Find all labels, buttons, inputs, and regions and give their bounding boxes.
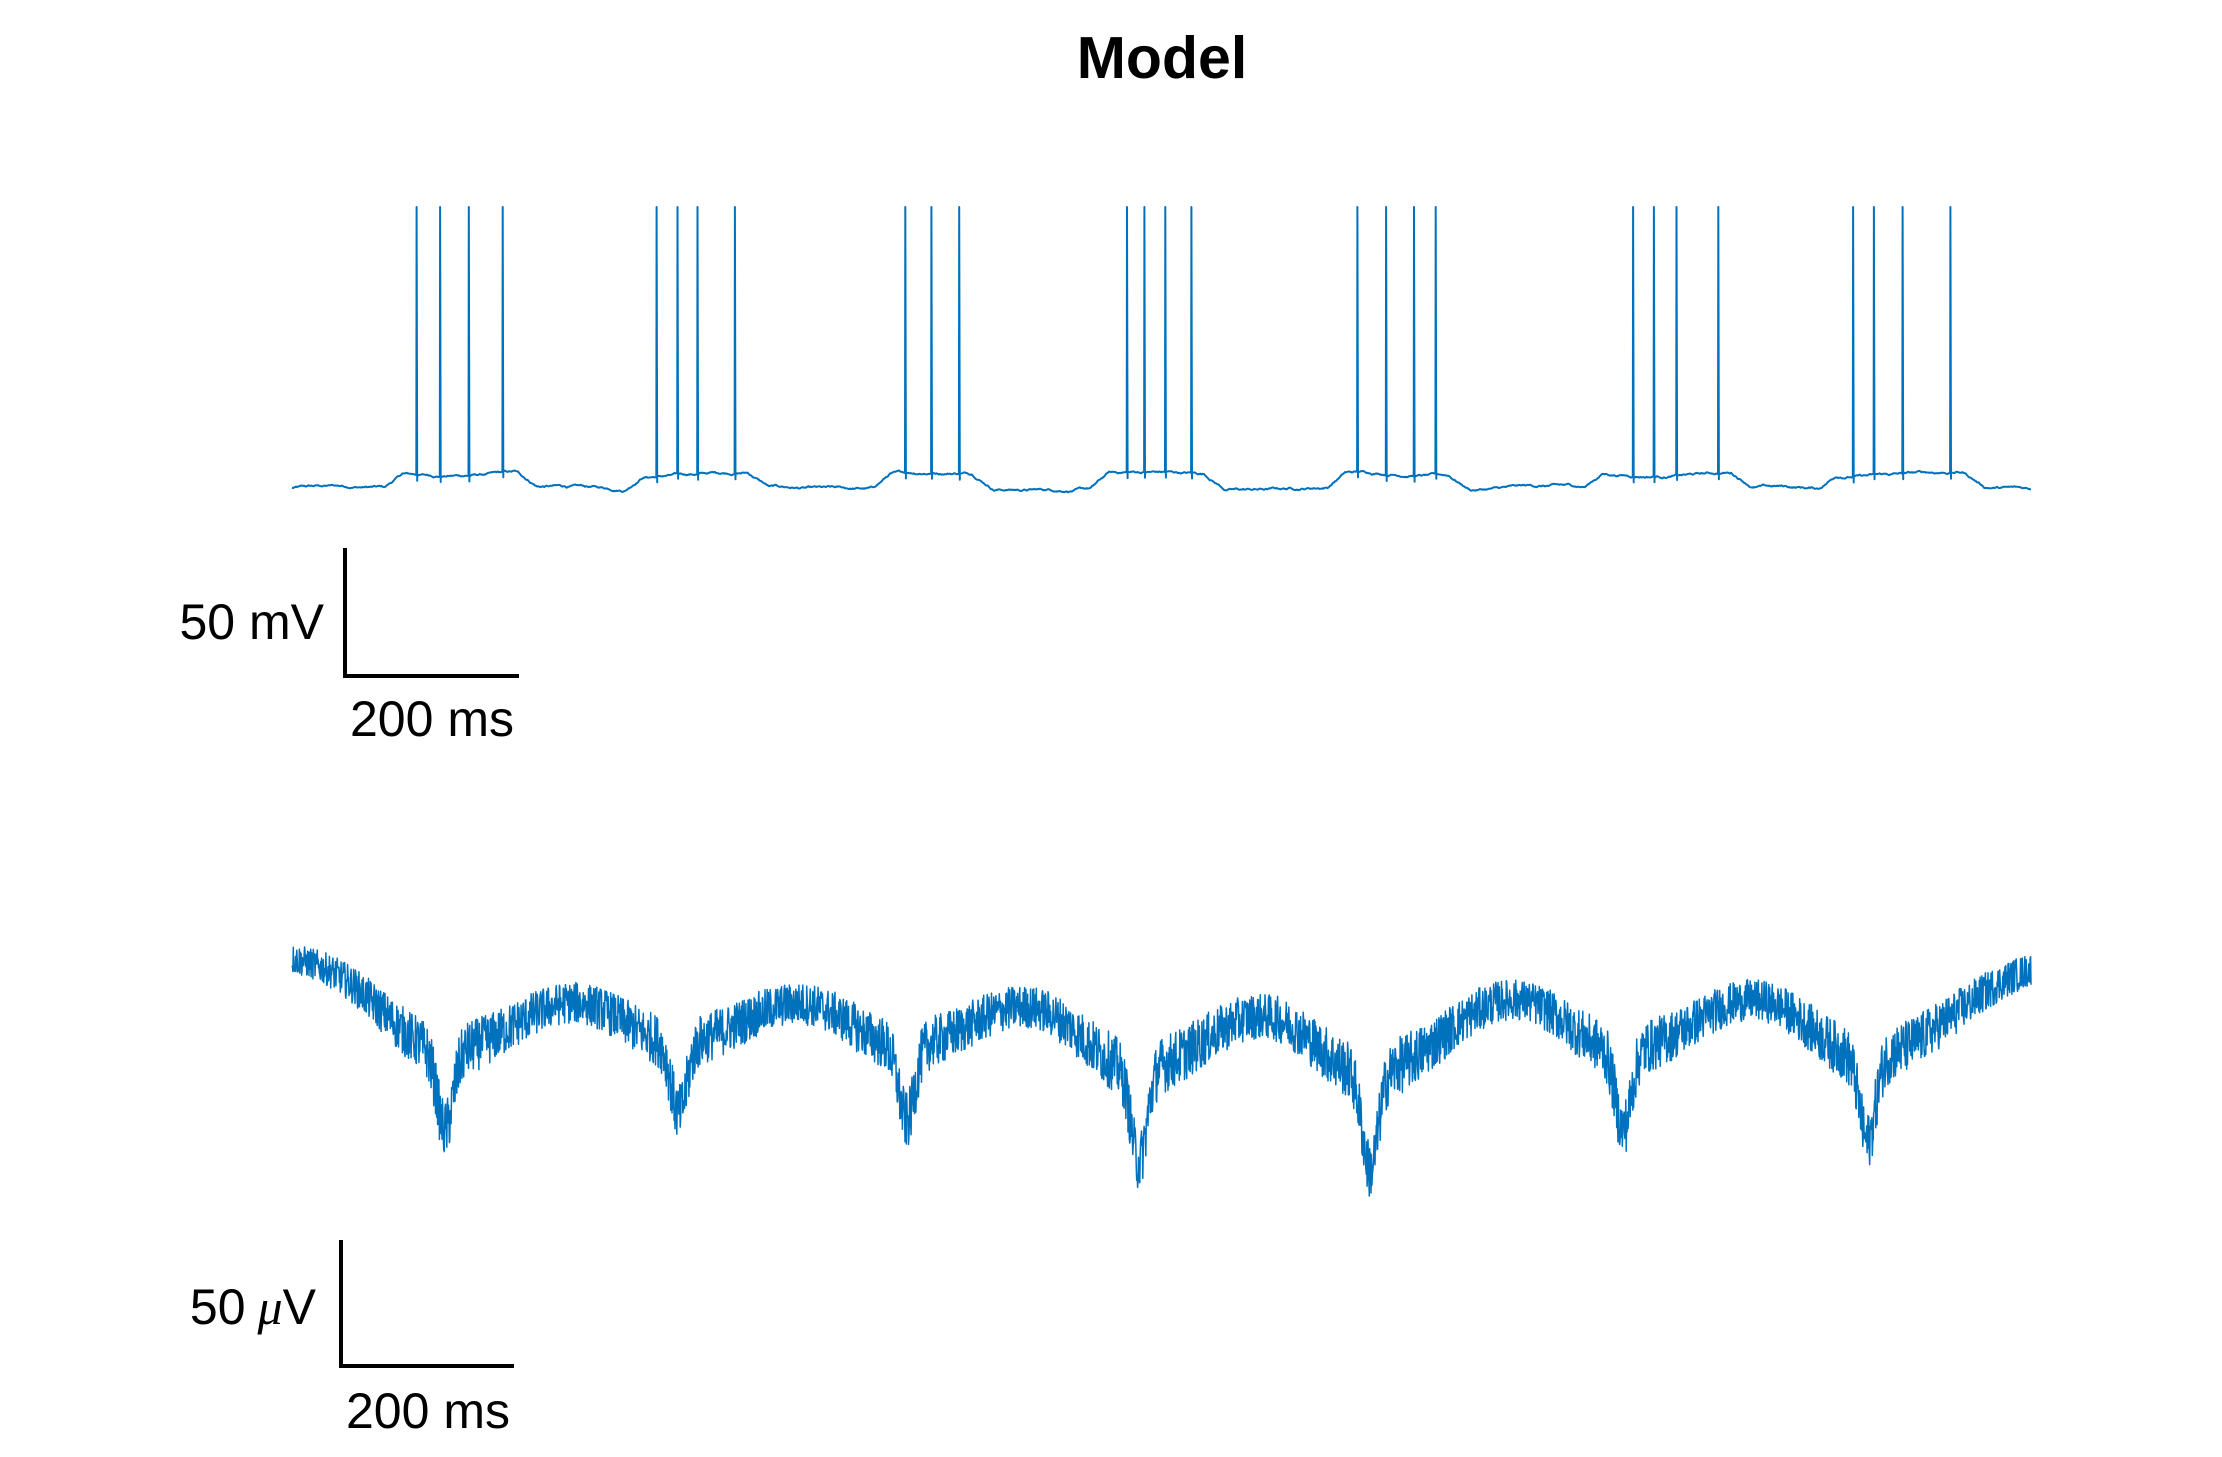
membrane-potential-panel [291, 206, 2032, 494]
figure-title: Model [1077, 25, 1247, 91]
membrane-potential-trace [291, 206, 2032, 494]
bottom-scalebar-unit: V [283, 1279, 317, 1335]
top-scalebar-y-label: 50 mV [179, 594, 324, 650]
top-scalebar-x-label: 200 ms [350, 691, 514, 747]
bottom-scalebar-lines [339, 1240, 514, 1368]
extracellular-field-trace [291, 946, 2032, 1197]
extracellular-field-panel [291, 946, 2032, 1197]
bottom-scalebar-y-value: 50 [190, 1279, 246, 1335]
top-scalebar-lines [343, 548, 519, 678]
bottom-scalebar-x-label: 200 ms [346, 1383, 510, 1439]
bottom-scalebar-y-label: 50 μV [190, 1279, 317, 1335]
top-scalebar: 50 mV 200 ms [179, 548, 519, 747]
bottom-scalebar: 50 μV 200 ms [190, 1240, 514, 1439]
bottom-scalebar-mu: μ [257, 1279, 283, 1335]
